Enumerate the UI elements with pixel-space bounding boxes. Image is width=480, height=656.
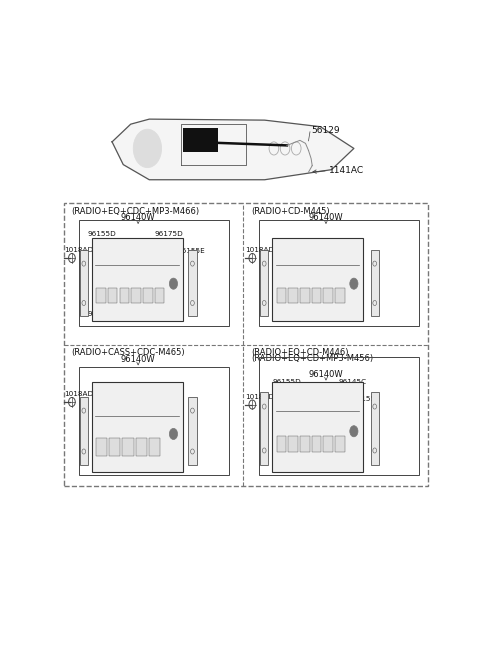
Text: 96175D: 96175D [155,232,184,237]
Text: 96140W: 96140W [309,370,343,379]
Bar [371,251,379,316]
Bar [324,288,333,303]
Bar [272,238,363,321]
Text: (RADIO+EQ+CD+MP3-M456): (RADIO+EQ+CD+MP3-M456) [252,354,374,363]
Bar [260,392,268,465]
Circle shape [133,129,162,168]
Bar [272,382,363,472]
Bar [288,436,298,452]
Text: 1018AD: 1018AD [245,247,274,253]
Text: 96119A: 96119A [88,310,116,317]
Bar [335,436,345,452]
Text: 96140W: 96140W [121,213,156,222]
Text: 56129: 56129 [311,126,340,134]
Bar [96,438,107,455]
Text: 96155E: 96155E [352,396,380,403]
Bar [300,288,310,303]
Text: 1018AD: 1018AD [64,247,94,253]
Polygon shape [112,119,354,180]
Bar [80,397,88,465]
Bar [188,251,196,316]
Bar [122,438,133,455]
Bar [143,288,153,303]
Bar [79,220,229,326]
Bar [260,251,268,316]
Text: 96119A: 96119A [289,466,318,472]
Text: (RADIO+CD-M445): (RADIO+CD-M445) [252,207,330,216]
Text: 96140W: 96140W [121,354,156,363]
Bar [120,288,129,303]
Bar [132,288,141,303]
Bar [108,288,117,303]
Circle shape [169,428,178,440]
Text: 96145C: 96145C [338,379,366,385]
Bar [276,288,286,303]
Text: 96155E: 96155E [177,249,205,255]
Bar [312,436,321,452]
Bar [92,238,183,321]
Text: (RADIO+EQ+CDC+MP3-M466): (RADIO+EQ+CDC+MP3-M466) [71,207,199,216]
Bar [288,288,298,303]
Bar [335,288,345,303]
Text: 1018AD: 1018AD [64,392,94,398]
Bar [155,288,164,303]
Bar [312,288,321,303]
Bar [259,220,419,326]
Bar [183,128,218,152]
Bar [96,288,106,303]
Bar [109,438,120,455]
Text: 96140W: 96140W [309,213,343,222]
Bar [276,436,286,452]
Bar [136,438,147,455]
Bar [149,438,160,455]
Bar [371,392,379,465]
Bar [64,203,428,486]
Bar [80,251,88,316]
Text: 96155D: 96155D [88,232,117,237]
Circle shape [169,278,178,289]
Text: (RADIO+EQ+CD-M446): (RADIO+EQ+CD-M446) [252,348,349,357]
Bar [92,382,183,472]
Text: 1141AC: 1141AC [329,166,364,175]
Circle shape [350,278,358,289]
Bar [300,436,310,452]
Circle shape [350,426,358,437]
Text: 1018AD: 1018AD [245,394,274,400]
Text: 96155D: 96155D [273,379,301,385]
Bar [324,436,333,452]
Text: (RADIO+CASS+CDC-M465): (RADIO+CASS+CDC-M465) [71,348,185,357]
Bar [79,367,229,475]
Bar [188,397,196,465]
Bar [259,357,419,475]
